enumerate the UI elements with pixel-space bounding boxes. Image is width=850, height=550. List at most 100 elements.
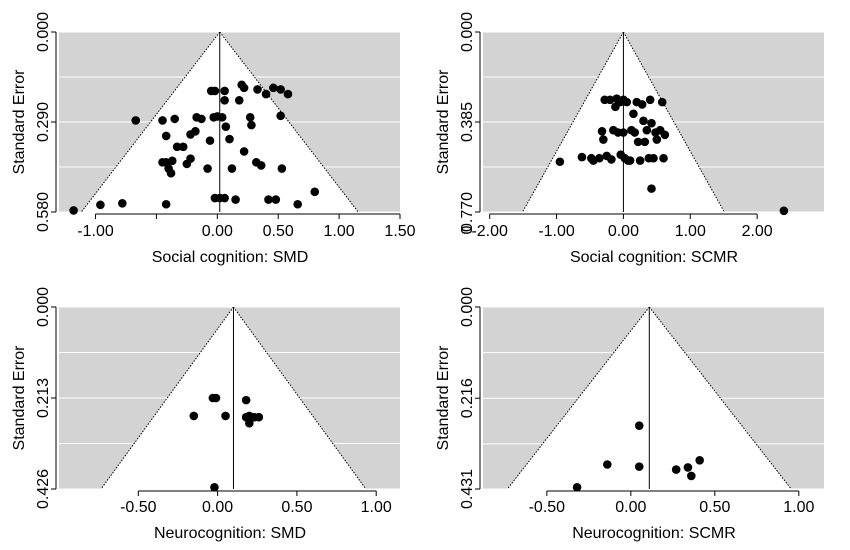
x-tick-label: 1.00 [361, 499, 392, 516]
funnel-right-limit [219, 32, 359, 212]
y-tick-label: 0.213 [35, 378, 52, 418]
data-point [293, 199, 303, 209]
data-point [220, 193, 229, 203]
x-tick-label: -2.00 [471, 223, 508, 240]
data-point [647, 184, 656, 193]
data-point [659, 153, 668, 163]
data-point [605, 95, 615, 105]
data-point [158, 116, 167, 125]
plot-area [59, 31, 400, 215]
y-tick-label: 0.431 [459, 469, 476, 509]
y-axis-title: Standard Error [435, 345, 452, 451]
data-point [686, 471, 696, 481]
data-point [186, 154, 195, 163]
plot-area [483, 306, 824, 492]
data-point [630, 128, 640, 137]
x-tick-label: -1.00 [538, 223, 575, 240]
data-point [603, 460, 612, 469]
data-point [225, 134, 234, 144]
x-tick-label: -0.50 [529, 499, 566, 516]
data-point [645, 95, 655, 105]
data-point [227, 164, 237, 173]
y-tick-label: 0.000 [35, 12, 52, 52]
x-tick-label: 0.50 [281, 499, 312, 516]
data-point [642, 125, 652, 135]
x-tick-label: 0.00 [202, 223, 233, 240]
x-tick-label: 0.00 [608, 223, 639, 240]
data-point [131, 116, 141, 125]
data-point [245, 418, 254, 428]
x-tick-label: 0.50 [263, 223, 294, 240]
data-point [161, 131, 171, 141]
data-point [69, 206, 78, 215]
data-point [247, 120, 256, 130]
data-point [595, 153, 604, 163]
x-axis-ticks: -0.50 0.00 0.50 1.00 [120, 490, 392, 516]
x-tick-label: 2.00 [742, 223, 773, 240]
data-point [597, 127, 607, 136]
data-point [118, 199, 127, 208]
data-point [310, 187, 320, 197]
x-tick-label: -1.00 [77, 223, 114, 240]
y-tick-label: 0.770 [459, 192, 476, 232]
y-tick-label: 0.385 [459, 102, 476, 142]
data-point [671, 465, 681, 474]
data-point [210, 482, 219, 492]
x-axis-ticks: -2.00 -1.00 0.00 1.00 2.00 [471, 213, 773, 240]
data-point [217, 113, 227, 122]
x-axis-title: Social cognition: SCMR [570, 249, 738, 266]
data-point [241, 395, 251, 405]
data-point [203, 164, 212, 173]
x-tick-label: 0.50 [699, 499, 730, 516]
x-axis-title: Neurocognition: SMD [154, 525, 306, 542]
panel-social-cognition-smd: -1.00 0.00 0.50 1.00 1.50 0.000 0.290 0.580 So… [11, 12, 416, 266]
data-point [178, 142, 188, 152]
data-point [657, 97, 667, 107]
x-tick-label: 1.00 [324, 223, 355, 240]
data-point [211, 393, 221, 403]
data-point [254, 412, 264, 422]
data-point [167, 156, 177, 166]
y-tick-label: 0 [459, 225, 476, 234]
funnel-left-limit [522, 32, 624, 212]
y-tick-label: 0.000 [459, 287, 476, 327]
data-point [577, 152, 587, 162]
y-tick-label: 0.290 [35, 102, 52, 142]
data-point [572, 483, 582, 492]
data-point [264, 195, 273, 204]
plot-area [483, 31, 824, 216]
y-axis-title: Standard Error [11, 69, 28, 175]
x-axis-ticks: -0.50 0.00 0.50 1.00 [529, 490, 814, 516]
data-point [245, 113, 255, 122]
data-point [660, 130, 670, 140]
data-point [277, 164, 287, 173]
x-tick-label: 1.00 [783, 499, 814, 516]
data-point [607, 155, 616, 164]
y-axis-ticks: 0.000 0.290 0.580 [35, 12, 57, 232]
funnel-left-limit [507, 307, 650, 489]
x-tick-label: 0.00 [615, 499, 646, 516]
data-point [269, 83, 278, 93]
data-point [683, 463, 693, 472]
data-point [779, 206, 789, 216]
data-point [634, 462, 644, 471]
x-tick-label: 0.00 [202, 499, 233, 516]
data-point [276, 85, 285, 94]
data-point [256, 161, 266, 170]
y-axis-title: Standard Error [435, 69, 452, 175]
data-point [197, 114, 206, 124]
y-tick-label: 0.216 [459, 378, 476, 418]
data-point [210, 86, 220, 96]
data-point [599, 135, 608, 144]
data-point [96, 200, 105, 210]
panel-social-cognition-scmr: -2.00 -1.00 0.00 1.00 2.00 0.0000.3850.7700 … [435, 12, 824, 266]
x-tick-label: 1.00 [675, 223, 706, 240]
data-point [637, 100, 647, 109]
data-point [276, 111, 285, 121]
data-point [647, 118, 656, 128]
data-point [189, 411, 199, 421]
data-point [622, 97, 632, 107]
data-point [695, 455, 704, 465]
funnel-left-limit [80, 32, 221, 212]
